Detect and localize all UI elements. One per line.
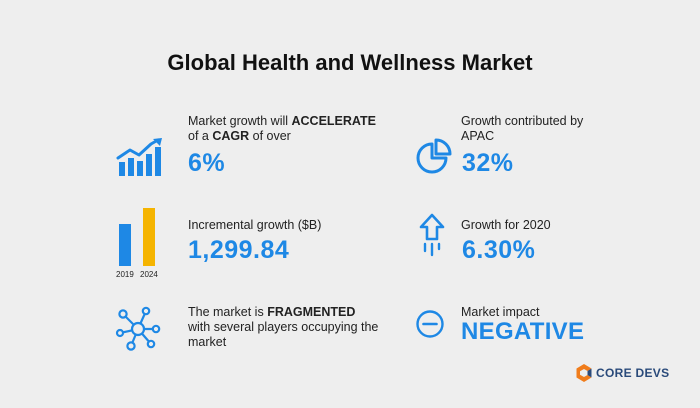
year-2019-label: 2019 <box>116 270 134 279</box>
growth2020-label: Growth for 2020 <box>461 218 551 232</box>
accelerate-bold: ACCELERATE <box>291 114 377 128</box>
cagr-line2-pre: of a <box>188 129 213 143</box>
cagr-line2-post: of over <box>249 129 291 143</box>
incremental-label: Incremental growth ($B) <box>188 218 322 232</box>
cagr-text: Market growth will ACCELERATE of a CAGR … <box>188 114 376 144</box>
growth2020-value: 6.30% <box>462 236 536 264</box>
fragmented-line1: The market is <box>188 305 268 319</box>
apac-line2: APAC <box>461 129 495 143</box>
apac-text: Growth contributed by APAC <box>461 114 583 144</box>
apac-value: 32% <box>462 149 514 177</box>
incremental-value: 1,299.84 <box>188 236 290 264</box>
core-devs-logo-text: CORE DEVS <box>596 366 670 380</box>
pie-chart-icon <box>416 138 452 174</box>
fragmented-text: The market is FRAGMENTED with several pl… <box>188 305 378 350</box>
bar-comparison-icon <box>119 208 155 266</box>
cagr-value: 6% <box>188 149 226 177</box>
fragmented-bold: FRAGMENTED <box>267 305 356 319</box>
impact-value: NEGATIVE <box>461 318 585 345</box>
fragmented-line3: market <box>188 335 227 349</box>
year-2024-label: 2024 <box>140 270 158 279</box>
minus-circle-icon <box>416 310 444 338</box>
up-arrow-icon <box>419 213 445 257</box>
cagr-line1: Market growth will <box>188 114 292 128</box>
core-devs-logo-icon <box>576 364 592 382</box>
apac-line1: Growth contributed by <box>461 114 584 128</box>
cagr-bold: CAGR <box>212 129 250 143</box>
impact-label: Market impact <box>461 305 540 319</box>
network-icon <box>115 306 161 351</box>
fragmented-line2: with several players occupying the <box>188 320 379 334</box>
growth-chart-icon <box>116 138 162 176</box>
page-title: Global Health and Wellness Market <box>167 50 533 75</box>
